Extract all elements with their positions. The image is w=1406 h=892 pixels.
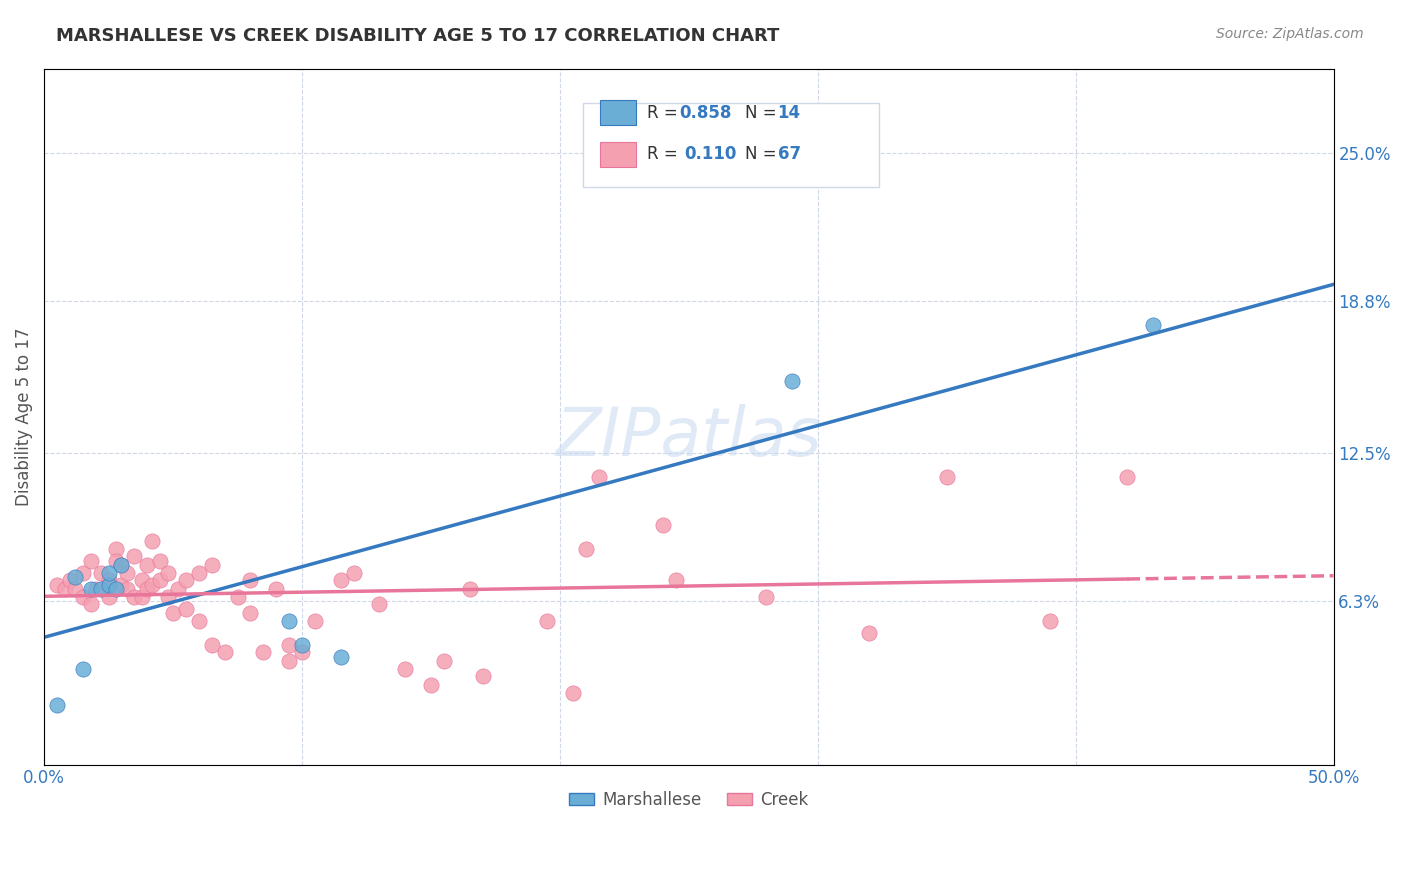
Point <box>1142 318 1164 333</box>
Point <box>90 566 112 580</box>
Point <box>858 625 880 640</box>
Point <box>419 678 441 692</box>
Point <box>1039 614 1062 628</box>
Point <box>97 590 120 604</box>
Point <box>97 566 120 580</box>
Point <box>304 614 326 628</box>
Point <box>97 573 120 587</box>
Point <box>124 590 146 604</box>
Point <box>136 558 159 573</box>
Point <box>1116 469 1139 483</box>
Point <box>149 573 172 587</box>
Point <box>131 590 153 604</box>
Point <box>105 582 128 597</box>
Text: R =: R = <box>647 104 683 122</box>
Point <box>187 566 209 580</box>
Point <box>780 374 803 388</box>
Point <box>368 597 391 611</box>
Point <box>46 698 69 712</box>
Point <box>110 558 132 573</box>
Point <box>174 573 197 587</box>
Point <box>72 661 94 675</box>
Text: ZIPatlas: ZIPatlas <box>555 404 823 470</box>
Point <box>53 582 76 597</box>
Point <box>575 541 598 556</box>
Point <box>72 590 94 604</box>
Point <box>174 601 197 615</box>
Point <box>588 469 610 483</box>
Point <box>342 566 364 580</box>
Point <box>755 590 778 604</box>
Point <box>46 577 69 591</box>
Point <box>90 582 112 597</box>
Point <box>79 582 101 597</box>
Point <box>278 654 301 668</box>
Point <box>458 582 481 597</box>
Point <box>105 553 128 567</box>
Point <box>239 573 262 587</box>
Point <box>665 573 688 587</box>
Point <box>561 685 583 699</box>
Point <box>201 558 224 573</box>
Text: R =: R = <box>647 145 688 163</box>
Point <box>105 541 128 556</box>
Point <box>115 566 138 580</box>
Point <box>201 638 224 652</box>
Point <box>264 582 287 597</box>
Point <box>291 645 314 659</box>
Y-axis label: Disability Age 5 to 17: Disability Age 5 to 17 <box>15 327 32 506</box>
Point <box>471 669 494 683</box>
Point <box>110 558 132 573</box>
Point <box>394 661 416 675</box>
Point <box>167 582 190 597</box>
Text: 0.858: 0.858 <box>679 104 731 122</box>
Point <box>110 577 132 591</box>
Point <box>59 573 82 587</box>
Point <box>226 590 249 604</box>
Point <box>433 654 456 668</box>
Point <box>291 638 314 652</box>
Point <box>79 553 101 567</box>
Point <box>97 577 120 591</box>
Text: Source: ZipAtlas.com: Source: ZipAtlas.com <box>1216 27 1364 41</box>
Text: 14: 14 <box>778 104 800 122</box>
Point <box>84 582 107 597</box>
Point <box>63 582 86 597</box>
Point <box>187 614 209 628</box>
Text: 67: 67 <box>778 145 800 163</box>
Point <box>162 607 184 621</box>
Point <box>136 582 159 597</box>
Point <box>72 566 94 580</box>
Point <box>278 614 301 628</box>
Point <box>115 582 138 597</box>
Point <box>131 573 153 587</box>
Point <box>149 553 172 567</box>
Point <box>156 590 179 604</box>
Text: N =: N = <box>745 104 782 122</box>
Point <box>141 534 163 549</box>
Point <box>239 607 262 621</box>
Text: N =: N = <box>745 145 782 163</box>
Point <box>79 597 101 611</box>
Text: MARSHALLESE VS CREEK DISABILITY AGE 5 TO 17 CORRELATION CHART: MARSHALLESE VS CREEK DISABILITY AGE 5 TO… <box>56 27 779 45</box>
Point <box>329 573 352 587</box>
Legend: Marshallese, Creek: Marshallese, Creek <box>562 784 815 815</box>
Point <box>141 577 163 591</box>
Point <box>214 645 236 659</box>
Point <box>124 549 146 563</box>
Point <box>652 517 675 532</box>
Point <box>536 614 558 628</box>
Point <box>156 566 179 580</box>
Text: 0.110: 0.110 <box>685 145 737 163</box>
Point <box>329 649 352 664</box>
Point <box>63 570 86 584</box>
Point <box>252 645 274 659</box>
Point <box>935 469 957 483</box>
Point <box>278 638 301 652</box>
